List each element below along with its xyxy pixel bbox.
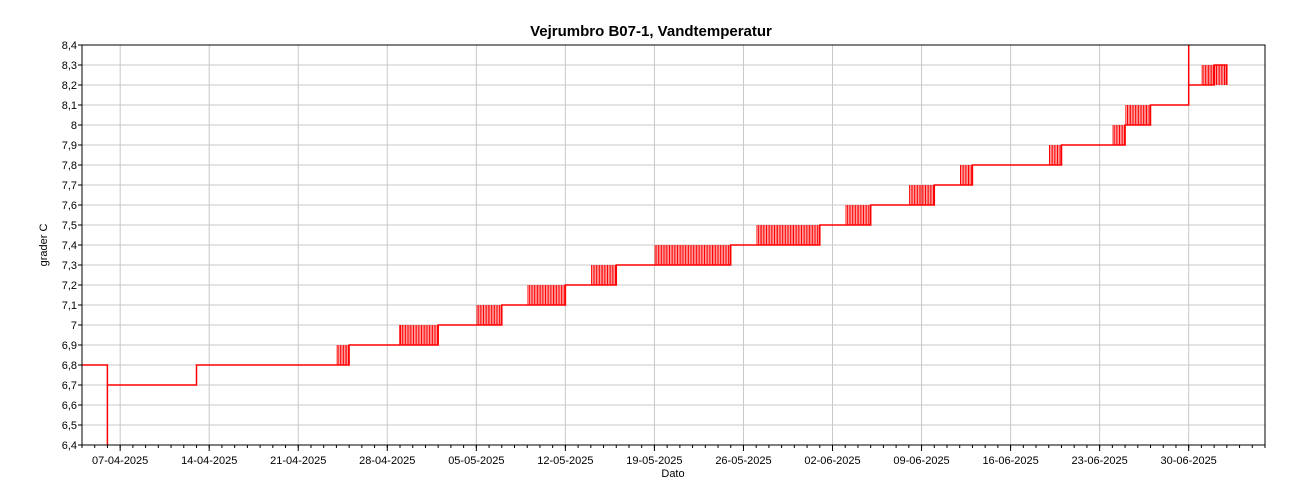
y-tick-label: 8 [71,120,77,132]
y-tick-label: 8,2 [62,80,77,92]
y-tick-label: 7,3 [62,260,77,272]
y-tick-label: 7,5 [62,220,77,232]
y-tick-label: 6,5 [62,420,77,432]
y-tick-label: 6,9 [62,340,77,352]
y-tick-label: 7,7 [62,180,77,192]
data-layer [82,45,1228,445]
y-tick-label: 7,6 [62,200,77,212]
y-tick-label: 7 [71,320,77,332]
x-axis-label: Dato [661,468,684,480]
y-tick-label: 7,1 [62,300,77,312]
y-tick-label: 6,8 [62,360,77,372]
y-tick-label: 7,8 [62,160,77,172]
x-tick-label: 07-04-2025 [92,455,148,467]
y-tick-label: 6,4 [62,440,77,452]
y-tick-label: 6,6 [62,400,77,412]
y-tick-label: 7,2 [62,280,77,292]
x-tick-label: 19-05-2025 [626,455,682,467]
y-tick-label: 6,7 [62,380,77,392]
x-tick-label: 16-06-2025 [982,455,1038,467]
axes: 6,4 6,5 6,6 6,7 6,8 6,9 7 7,1 7,2 7,3 7,4 7,5 7,6 7,7… [62,40,1266,467]
chart-title: Vejrumbro B07-1, Vandtemperatur [530,23,772,40]
grid [82,44,1265,446]
y-tick-label: 8,4 [62,40,77,52]
x-tick-label: 05-05-2025 [448,455,504,467]
x-tick-label: 02-06-2025 [804,455,860,467]
x-tick-label: 30-06-2025 [1161,455,1217,467]
x-tick-label: 26-05-2025 [715,455,771,467]
y-axis-label: grader C [38,224,50,267]
x-tick-label: 21-04-2025 [270,455,326,467]
series-line [82,45,1228,445]
x-tick-label: 09-06-2025 [893,455,949,467]
x-tick-label: 28-04-2025 [359,455,415,467]
x-tick-label: 23-06-2025 [1071,455,1127,467]
x-tick-label: 12-05-2025 [537,455,593,467]
x-tick-label: 14-04-2025 [181,455,237,467]
y-tick-label: 7,9 [62,140,77,152]
y-tick-label: 7,4 [62,240,77,252]
y-tick-label: 8,3 [62,60,77,72]
y-tick-label: 8,1 [62,100,77,112]
